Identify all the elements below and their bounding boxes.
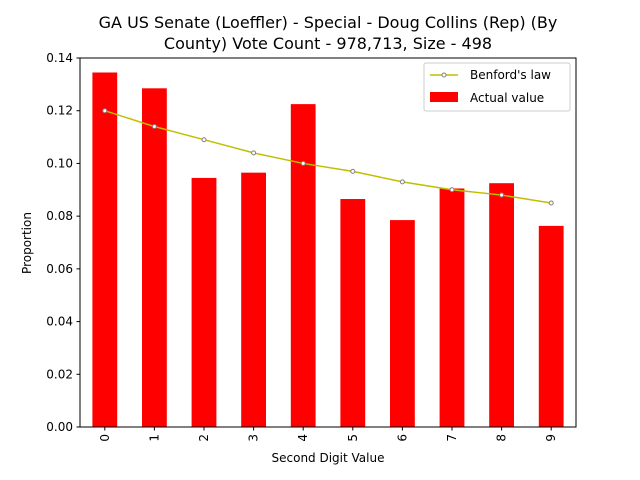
benfords-law-point-5 bbox=[350, 168, 356, 174]
x-tick-label: 8 bbox=[495, 434, 509, 442]
bar-1 bbox=[142, 88, 167, 427]
y-tick-label: 0.00 bbox=[46, 420, 73, 434]
x-tick-label: 1 bbox=[147, 434, 161, 442]
bar-9 bbox=[538, 225, 564, 427]
y-tick-label: 0.08 bbox=[46, 209, 73, 223]
chart-title-line-2: County) Vote Count - 978,713, Size - 498 bbox=[164, 34, 492, 53]
bar-8 bbox=[489, 183, 514, 427]
legend-label-actual-value: Actual value bbox=[470, 91, 544, 105]
y-tick-label: 0.10 bbox=[46, 156, 73, 170]
x-tick-label: 0 bbox=[98, 434, 112, 442]
y-axis: 0.00 0.02 0.04 0.06 0.08 0.10 0.12 0.14 bbox=[46, 51, 80, 434]
y-axis-label: Proportion bbox=[20, 212, 34, 274]
bar-0 bbox=[92, 72, 118, 427]
x-tick-label: 9 bbox=[544, 434, 558, 442]
bar-3 bbox=[241, 172, 266, 427]
bar-4 bbox=[290, 104, 316, 427]
bar-2 bbox=[191, 177, 217, 427]
y-tick-label: 0.12 bbox=[46, 104, 73, 118]
x-axis: 0 1 2 3 4 5 6 7 8 9 bbox=[98, 427, 558, 442]
x-tick-label: 2 bbox=[197, 434, 211, 442]
x-tick-label: 3 bbox=[247, 434, 261, 442]
x-tick-label: 7 bbox=[445, 434, 459, 442]
y-tick-label: 0.14 bbox=[46, 51, 73, 65]
benfords-law-point-8 bbox=[499, 192, 505, 198]
bar-6 bbox=[390, 220, 415, 427]
benfords-law-point-7 bbox=[449, 187, 455, 193]
benfords-law-point-3 bbox=[251, 150, 257, 156]
legend-label-benfords-law: Benford's law bbox=[470, 68, 551, 82]
x-tick-label: 5 bbox=[346, 434, 360, 442]
y-tick-label: 0.06 bbox=[46, 262, 73, 276]
bar-7 bbox=[439, 188, 465, 427]
x-axis-label: Second Digit Value bbox=[272, 451, 385, 465]
y-tick-label: 0.02 bbox=[46, 367, 73, 381]
benfords-law-point-6 bbox=[399, 179, 405, 185]
legend-line-marker bbox=[441, 72, 447, 78]
bar-series-actual-value bbox=[92, 72, 564, 427]
chart-title-line-1: GA US Senate (Loeffler) - Special - Doug… bbox=[99, 13, 558, 32]
benfords-law-point-0 bbox=[102, 108, 108, 114]
benfords-law-point-2 bbox=[201, 137, 207, 143]
x-tick-label: 6 bbox=[395, 434, 409, 442]
benfords-law-line bbox=[104, 109, 552, 204]
benfords-law-point-1 bbox=[151, 124, 157, 130]
benfords-law-point-9 bbox=[548, 200, 554, 206]
bar-5 bbox=[340, 199, 366, 427]
line-series-benfords-law bbox=[102, 108, 554, 206]
plot-frame bbox=[79, 57, 577, 428]
benfords-law-point-4 bbox=[300, 160, 306, 166]
legend-box bbox=[423, 62, 571, 112]
legend: Benford's law Actual value bbox=[423, 62, 571, 112]
x-tick-label: 4 bbox=[296, 434, 310, 442]
legend-bar-swatch bbox=[430, 92, 458, 102]
y-tick-label: 0.04 bbox=[46, 315, 73, 329]
